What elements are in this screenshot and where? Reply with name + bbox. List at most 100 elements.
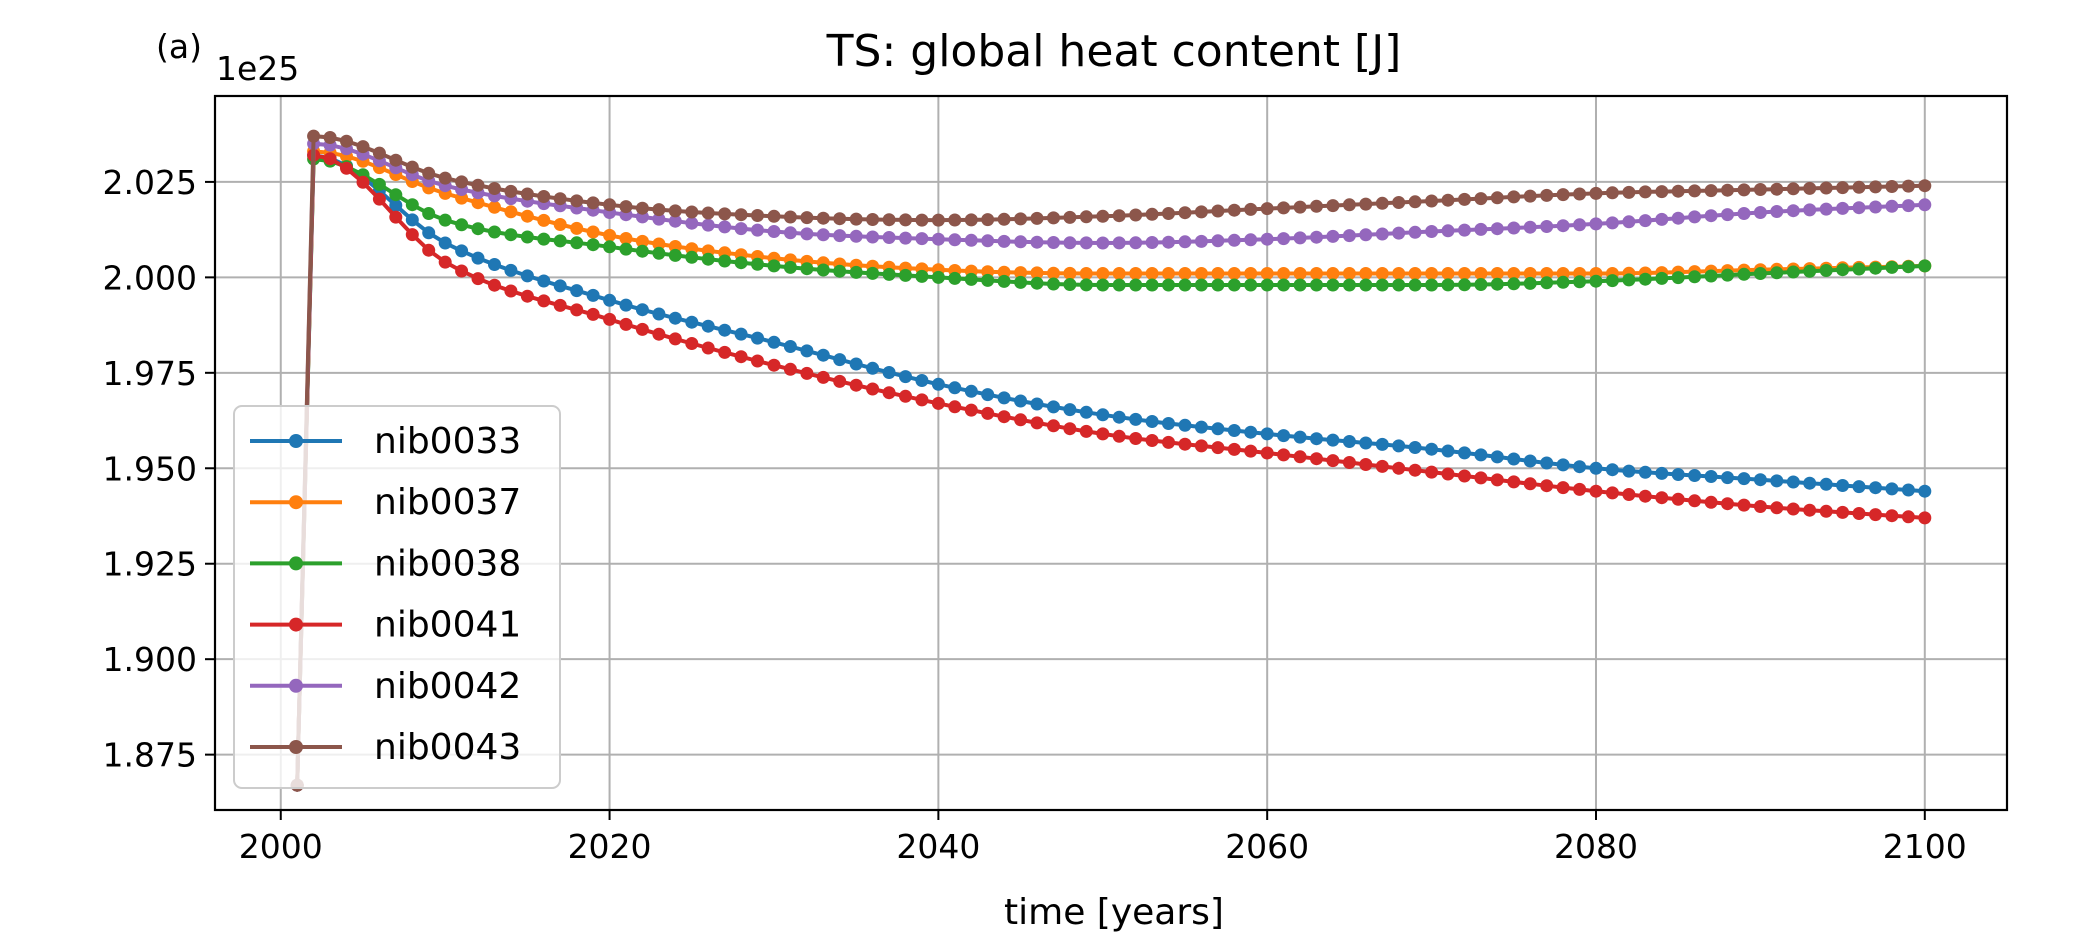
- data-point: [1227, 233, 1241, 247]
- data-point: [1047, 419, 1060, 433]
- data-point: [1162, 207, 1175, 220]
- data-point: [1425, 465, 1439, 479]
- data-point: [1244, 202, 1258, 216]
- data-layer: [290, 129, 1932, 792]
- data-point: [1655, 212, 1669, 226]
- y-tick-label: 2.025: [103, 163, 197, 202]
- data-point: [1310, 267, 1323, 280]
- data-point: [553, 298, 567, 312]
- data-point: [1688, 184, 1702, 198]
- data-point: [1573, 275, 1587, 289]
- x-axis-label: time [years]: [1004, 892, 1224, 933]
- data-point: [948, 400, 962, 414]
- data-point: [1392, 267, 1406, 280]
- data-point: [372, 192, 386, 206]
- data-point: [455, 218, 469, 232]
- data-point: [1310, 230, 1323, 244]
- data-point: [1507, 277, 1521, 291]
- data-point: [1852, 180, 1866, 194]
- data-point: [504, 284, 518, 298]
- data-point: [1490, 191, 1504, 205]
- data-point: [1063, 278, 1077, 291]
- data-point: [718, 323, 732, 337]
- data-point: [1474, 192, 1488, 206]
- data-point: [1474, 222, 1488, 236]
- legend-swatch-marker: [289, 556, 303, 571]
- data-point: [1227, 424, 1241, 437]
- legend-label: nib0033: [374, 421, 521, 462]
- data-point: [751, 354, 764, 368]
- data-point: [1194, 234, 1208, 248]
- data-point: [1852, 480, 1866, 494]
- data-point: [734, 256, 748, 270]
- data-point: [1162, 267, 1175, 280]
- data-point: [1885, 482, 1899, 496]
- data-point: [1885, 180, 1899, 193]
- data-point: [1589, 217, 1603, 231]
- data-point: [1244, 278, 1258, 292]
- data-point: [1490, 222, 1504, 236]
- data-point: [668, 248, 682, 262]
- data-point: [1869, 261, 1882, 275]
- data-point: [1063, 210, 1077, 224]
- data-point: [1540, 456, 1554, 470]
- data-point: [1030, 235, 1044, 249]
- data-point: [520, 269, 534, 283]
- series-nib0041: [290, 148, 1932, 792]
- data-point: [553, 218, 567, 231]
- data-point: [1014, 266, 1028, 280]
- data-point: [1573, 218, 1587, 232]
- legend-entry: nib0042: [250, 666, 521, 707]
- data-point: [389, 210, 403, 224]
- data-point: [1408, 267, 1422, 280]
- data-point: [1688, 494, 1702, 508]
- data-point: [800, 366, 814, 380]
- data-point: [1425, 278, 1439, 292]
- data-point: [1507, 452, 1521, 466]
- data-point: [783, 260, 797, 274]
- data-point: [701, 218, 715, 232]
- data-point: [1079, 278, 1093, 292]
- data-point: [1540, 267, 1554, 280]
- data-point: [866, 266, 880, 280]
- x-tick-label: 2000: [239, 827, 323, 866]
- data-point: [619, 298, 633, 312]
- data-point: [751, 223, 764, 237]
- data-point: [1869, 508, 1882, 522]
- data-point: [866, 361, 880, 375]
- data-point: [1014, 235, 1028, 249]
- data-point: [997, 265, 1011, 279]
- data-point: [1260, 267, 1274, 280]
- data-point: [438, 213, 452, 227]
- data-point: [1096, 236, 1110, 250]
- data-point: [1704, 470, 1718, 483]
- data-point: [981, 273, 995, 287]
- data-point: [1622, 185, 1636, 199]
- data-point: [751, 257, 764, 271]
- data-point: [1836, 201, 1850, 215]
- data-point: [1260, 446, 1274, 460]
- data-point: [1326, 229, 1340, 243]
- data-point: [1178, 418, 1192, 432]
- data-point: [520, 209, 534, 223]
- data-point: [1079, 236, 1093, 250]
- data-point: [1573, 460, 1587, 474]
- data-point: [1507, 190, 1521, 204]
- data-point: [1079, 405, 1093, 419]
- data-point: [340, 134, 353, 148]
- data-point: [1359, 278, 1373, 292]
- data-point: [1310, 432, 1323, 446]
- data-point: [635, 234, 649, 248]
- data-point: [1260, 232, 1274, 246]
- data-point: [1803, 503, 1817, 517]
- data-point: [915, 269, 929, 283]
- data-point: [1030, 266, 1044, 280]
- data-point: [438, 255, 452, 269]
- data-point: [1671, 271, 1685, 285]
- data-point: [1194, 267, 1208, 280]
- data-point: [1638, 214, 1652, 228]
- data-point: [1458, 192, 1471, 206]
- data-point: [1605, 486, 1619, 500]
- data-point: [1408, 441, 1422, 454]
- data-point: [882, 213, 896, 227]
